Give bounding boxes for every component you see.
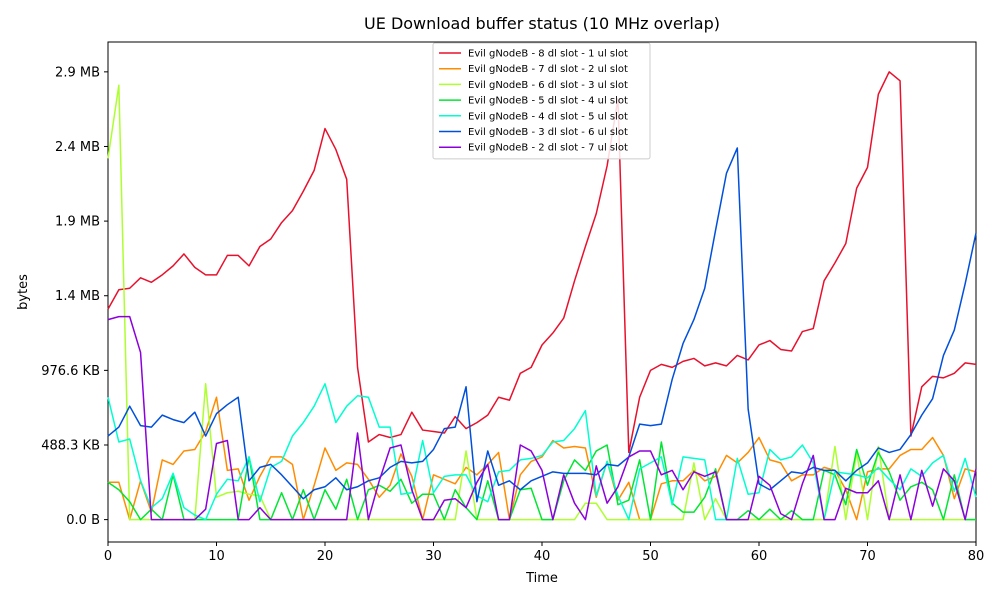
x-tick-label: 60 [751,549,768,564]
legend-label: Evil gNodeB - 7 dl slot - 2 ul slot [468,64,628,75]
x-tick-label: 20 [317,549,334,564]
series-line-5 [107,383,977,521]
y-tick-label: 0.0 B [66,513,100,528]
chart-title: UE Download buffer status (10 MHz overla… [364,14,720,33]
series-line-6 [107,147,977,503]
legend-label: Evil gNodeB - 3 dl slot - 6 ul slot [468,127,628,138]
y-tick-label: 488.3 KB [41,438,100,453]
series-line-7 [107,315,977,521]
legend: Evil gNodeB - 8 dl slot - 1 ul slot Evil … [432,42,651,160]
legend-label: Evil gNodeB - 4 dl slot - 5 ul slot [468,111,628,122]
x-tick-label: 70 [859,549,876,564]
x-axis-label: Time [525,571,558,586]
legend-label: Evil gNodeB - 6 dl slot - 3 ul slot [468,80,628,91]
y-axis: 0.0 B 488.3 KB 976.6 KB 1.4 MB 1.9 MB 2.4 MB 2… [41,65,108,528]
x-axis: 0 10 20 30 40 50 60 70 80 [104,542,984,564]
series-line-1 [107,71,977,454]
y-tick-label: 1.4 MB [55,289,100,304]
legend-label: Evil gNodeB - 8 dl slot - 1 ul slot [468,49,628,60]
x-tick-label: 0 [104,549,112,564]
x-tick-label: 50 [642,549,659,564]
legend-box [432,42,651,160]
x-tick-label: 40 [534,549,551,564]
legend-label: Evil gNodeB - 5 dl slot - 4 ul slot [468,96,628,107]
series-line-4 [107,441,976,521]
x-tick-label: 10 [208,549,225,564]
legend-label: Evil gNodeB - 2 dl slot - 7 ul slot [468,143,628,154]
x-tick-label: 30 [425,549,442,564]
y-tick-label: 976.6 KB [41,364,100,379]
y-axis-label: bytes [16,274,31,310]
y-tick-label: 2.4 MB [55,140,100,155]
series-layer [107,71,977,521]
x-tick-label: 80 [968,549,985,564]
y-tick-label: 1.9 MB [55,215,100,230]
y-tick-label: 2.9 MB [55,65,100,80]
